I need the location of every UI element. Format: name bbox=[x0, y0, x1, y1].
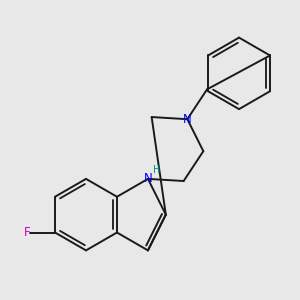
Text: N: N bbox=[183, 113, 192, 126]
Text: F: F bbox=[24, 226, 30, 239]
Text: H: H bbox=[153, 166, 161, 176]
Text: N: N bbox=[144, 172, 152, 185]
